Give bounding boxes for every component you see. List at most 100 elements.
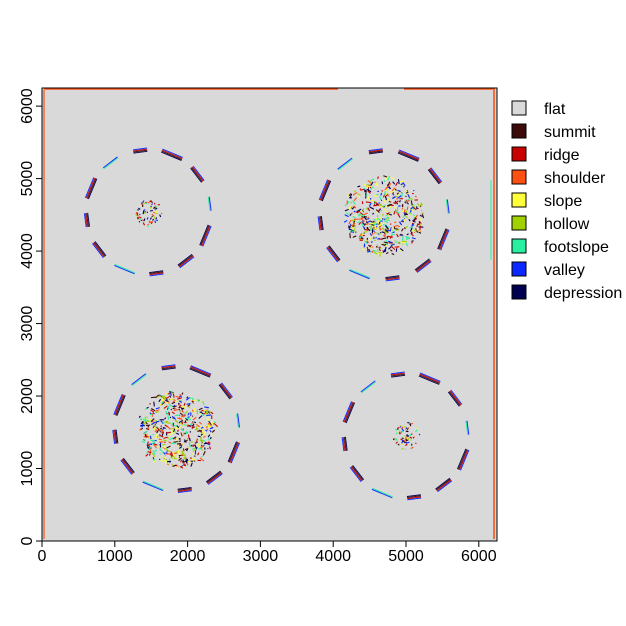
- cell-hollow: [151, 452, 156, 458]
- spoke-stroke-ridge: [149, 272, 164, 276]
- spoke-feature: [132, 147, 148, 154]
- cell-slope: [387, 213, 390, 216]
- cell-ridge: [179, 465, 184, 469]
- cell-summit: [172, 436, 177, 440]
- cell-ridge: [149, 200, 152, 202]
- cell-ridge: [163, 436, 168, 439]
- cell-valley: [377, 237, 380, 240]
- cell-shoulder: [161, 429, 164, 434]
- cell-footslope: [409, 433, 412, 437]
- cell-summit: [211, 429, 216, 433]
- cell-hollow: [164, 454, 167, 457]
- cell-valley: [179, 400, 183, 403]
- cell-slope: [408, 208, 414, 212]
- spoke-feature: [341, 436, 348, 452]
- cell-valley: [397, 189, 401, 192]
- cell-valley: [387, 240, 393, 244]
- spoke-stroke-ridge: [429, 168, 442, 183]
- spoke-feature: [190, 165, 205, 183]
- cell-summit: [193, 460, 196, 462]
- cell-hollow: [354, 224, 356, 228]
- spoke-stroke-valley: [162, 148, 183, 158]
- cell-valley: [139, 424, 142, 427]
- cell-footslope: [385, 243, 388, 246]
- spoke-stroke-depression: [87, 178, 98, 200]
- cell-shoulder: [180, 415, 183, 418]
- cell-valley: [154, 220, 157, 224]
- cell-slope: [187, 460, 191, 463]
- spoke-stroke-depression: [447, 391, 460, 407]
- spoke-feature: [427, 167, 443, 185]
- spoke-stroke-ridge: [220, 383, 233, 399]
- cell-ridge: [149, 453, 151, 456]
- cell-hollow: [371, 224, 373, 227]
- spoke-stroke-ridge: [459, 449, 469, 471]
- cell-ridge: [142, 222, 146, 226]
- cell-shoulder: [139, 427, 143, 431]
- cell-depression: [143, 218, 146, 222]
- cell-shoulder: [181, 410, 185, 413]
- cell-footslope: [384, 204, 387, 207]
- cell-depression: [366, 226, 369, 230]
- cell-slope: [204, 430, 206, 436]
- cell-slope: [147, 433, 151, 437]
- spoke-feature: [465, 420, 470, 435]
- legend-swatch: [511, 169, 527, 185]
- spoke-feature: [205, 470, 223, 485]
- cell-ridge: [169, 453, 173, 458]
- spoke-stroke-ridge: [385, 277, 400, 281]
- cell-shoulder: [379, 228, 381, 231]
- cell-hollow: [163, 457, 166, 460]
- cell-valley: [380, 220, 383, 222]
- cell-slope: [376, 211, 378, 214]
- spoke-stroke-summit: [343, 436, 347, 451]
- cell-depression: [140, 421, 145, 425]
- cell-shoulder: [350, 212, 353, 215]
- cell-hollow: [155, 411, 159, 414]
- x-tick-label: 1000: [97, 548, 133, 565]
- cell-summit: [391, 253, 395, 256]
- cell-depression: [369, 206, 375, 210]
- cell-ridge: [388, 200, 392, 203]
- cell-depression: [184, 459, 189, 463]
- spoke-stroke-ridge: [92, 242, 105, 258]
- cell-shoulder: [151, 221, 154, 224]
- cell-slope: [206, 417, 210, 421]
- cell-depression: [207, 434, 211, 438]
- spoke-feature: [113, 393, 126, 416]
- cell-slope: [201, 432, 204, 435]
- cell-summit: [153, 206, 156, 209]
- cell-slope: [419, 218, 423, 221]
- cell-valley: [343, 219, 348, 223]
- cell-ridge: [136, 212, 139, 214]
- spoke-stroke-summit: [398, 151, 419, 161]
- legend-swatch: [511, 284, 527, 300]
- cell-footslope: [415, 429, 418, 433]
- spoke-stroke-summit: [406, 495, 422, 499]
- cell-footslope: [171, 422, 174, 426]
- cell-footslope: [165, 410, 168, 416]
- cell-slope: [172, 397, 175, 401]
- cell-footslope: [178, 425, 181, 428]
- cell-shoulder: [358, 237, 362, 241]
- cell-slope: [412, 229, 415, 234]
- cell-summit: [394, 228, 399, 230]
- cell-slope: [384, 231, 386, 233]
- cell-summit: [394, 188, 397, 191]
- spoke-feature: [177, 486, 192, 494]
- cell-slope: [361, 232, 365, 236]
- cell-shoulder: [206, 428, 209, 431]
- cell-depression: [392, 438, 395, 441]
- cell-hollow: [365, 207, 368, 210]
- cell-ridge: [405, 443, 408, 446]
- cell-shoulder: [173, 408, 179, 412]
- spoke-stroke-summit: [114, 429, 118, 444]
- cell-slope: [186, 446, 190, 449]
- cell-slope: [164, 446, 167, 449]
- cell-ridge: [404, 199, 408, 204]
- spoke-stroke-ridge: [318, 216, 322, 231]
- cell-shoulder: [393, 224, 399, 228]
- cell-hollow: [379, 247, 381, 250]
- cell-depression: [189, 431, 192, 433]
- cell-footslope: [197, 398, 200, 402]
